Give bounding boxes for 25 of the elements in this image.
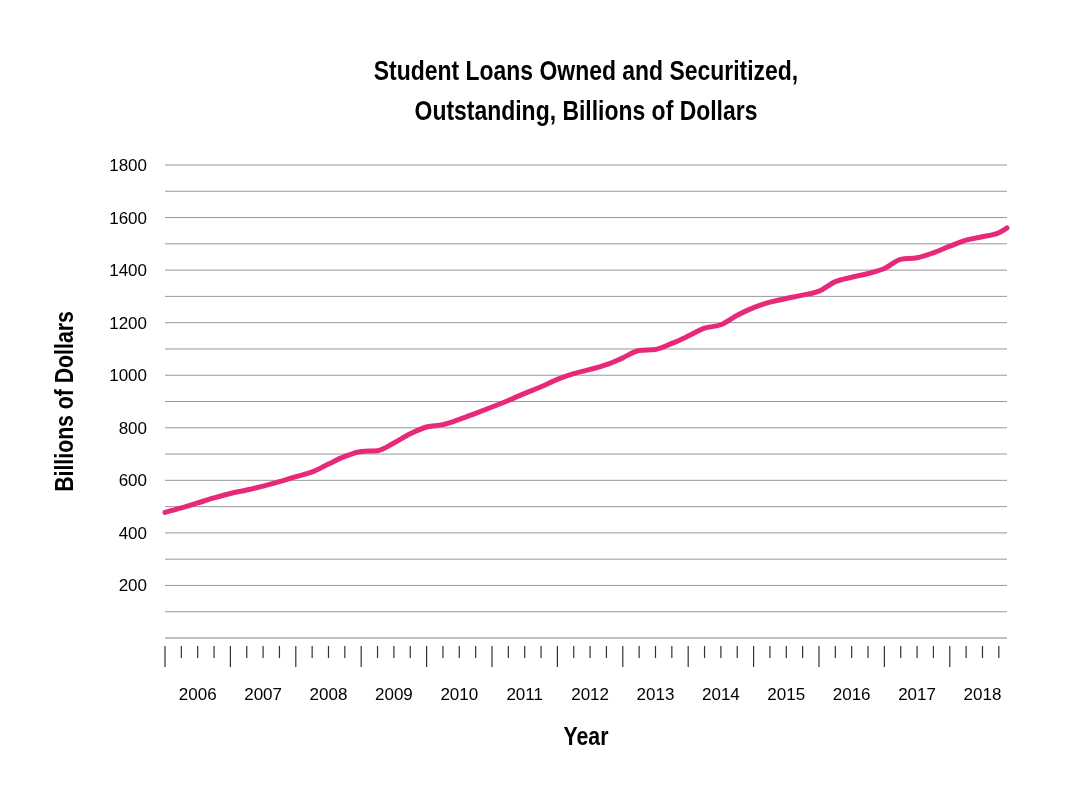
x-tick-label: 2010 — [440, 685, 479, 704]
y-tick-label: 1000 — [109, 366, 147, 386]
x-tick-label: 2011 — [506, 685, 543, 704]
x-tick-label: 2006 — [178, 685, 217, 704]
x-tick-label: 2012 — [571, 685, 609, 704]
x-tick-label: 2017 — [898, 685, 936, 704]
x-tick-label: 2015 — [767, 685, 806, 704]
x-axis-title: Year — [563, 722, 609, 751]
x-tick-label: 2016 — [832, 685, 871, 704]
y-tick-label: 1200 — [109, 313, 147, 333]
x-tick-label: 2007 — [244, 685, 283, 704]
y-tick-label: 400 — [118, 523, 147, 543]
x-tick-label: 2014 — [701, 685, 740, 704]
y-tick-label: 1600 — [109, 208, 147, 228]
y-tick-label: 800 — [118, 418, 147, 438]
chart-title: Student Loans Owned and Securitized, Outstanding, Billions of Dollars — [373, 55, 799, 126]
y-axis-title: Billions of Dollars — [50, 311, 79, 492]
y-tick-label: 1800 — [109, 155, 147, 175]
x-tick-label: 2008 — [309, 685, 348, 704]
x-tick-label: 2009 — [374, 685, 413, 704]
y-tick-label: 1400 — [109, 261, 147, 281]
x-tick-label: 2018 — [963, 685, 1002, 704]
y-tick-label: 600 — [118, 471, 147, 491]
y-tick-label: 200 — [118, 576, 147, 596]
x-tick-label: 2013 — [636, 685, 675, 704]
